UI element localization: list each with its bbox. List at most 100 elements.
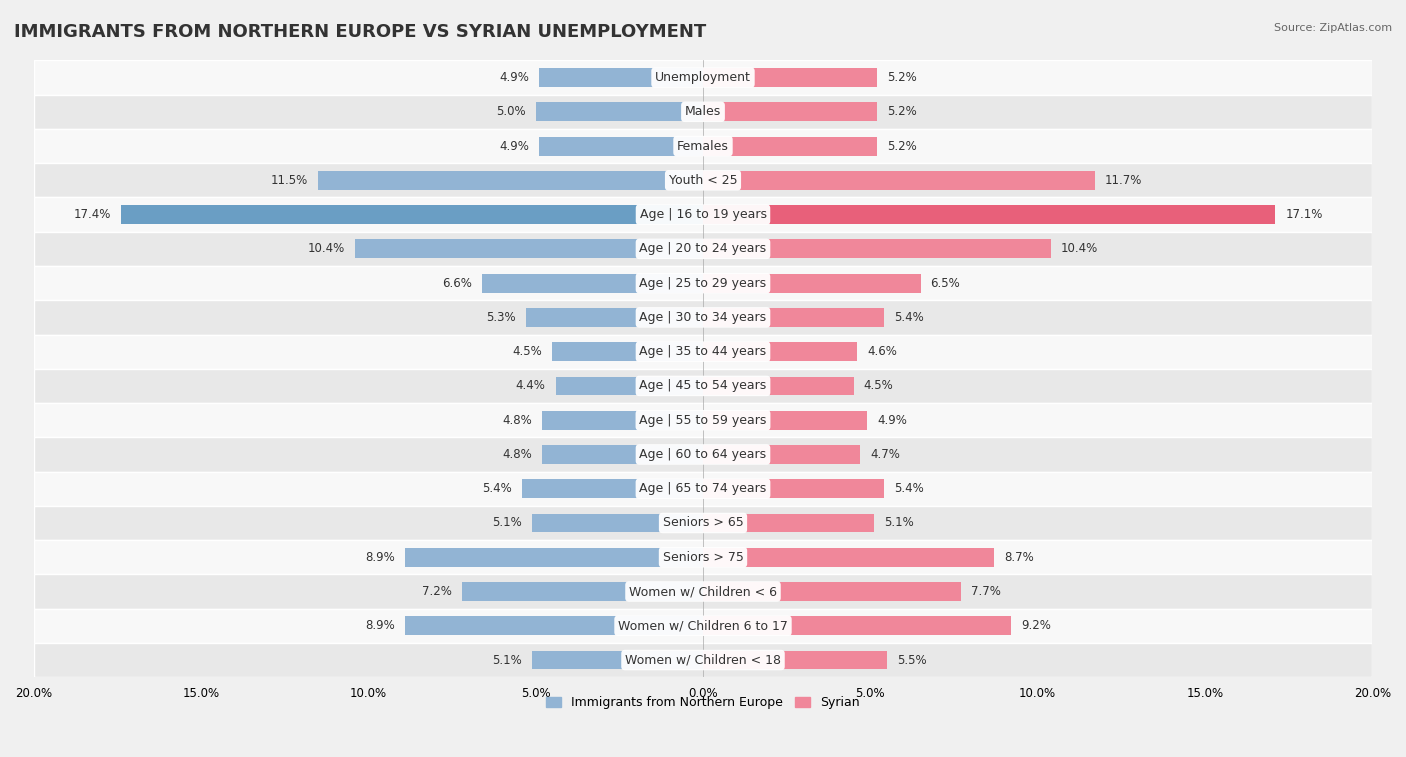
Bar [34,643,1372,678]
Text: Source: ZipAtlas.com: Source: ZipAtlas.com [1274,23,1392,33]
Bar [543,411,703,430]
Bar [34,232,1372,266]
Text: Women w/ Children < 6: Women w/ Children < 6 [628,585,778,598]
Text: 8.7%: 8.7% [1004,551,1033,564]
Bar [34,472,1372,506]
Bar [703,137,877,155]
Text: 4.6%: 4.6% [868,345,897,358]
Bar [34,369,1372,403]
Text: 6.6%: 6.6% [441,276,472,290]
Bar [553,342,703,361]
Bar [533,650,703,669]
Text: 4.9%: 4.9% [877,413,907,427]
Bar [703,68,877,87]
Bar [34,609,1372,643]
Bar [482,274,703,292]
Text: Youth < 25: Youth < 25 [669,174,737,187]
Text: 4.9%: 4.9% [499,139,529,153]
Bar [703,616,1011,635]
Text: 4.8%: 4.8% [502,413,533,427]
Text: 4.7%: 4.7% [870,448,900,461]
Text: 10.4%: 10.4% [1062,242,1098,255]
Text: Age | 20 to 24 years: Age | 20 to 24 years [640,242,766,255]
Bar [703,102,877,121]
Bar [703,582,960,601]
Text: Women w/ Children 6 to 17: Women w/ Children 6 to 17 [619,619,787,632]
Bar [703,411,868,430]
Bar [703,308,884,327]
Text: Age | 65 to 74 years: Age | 65 to 74 years [640,482,766,495]
Text: 4.9%: 4.9% [499,71,529,84]
Bar [405,548,703,567]
Bar [703,205,1275,224]
Text: 5.0%: 5.0% [496,105,526,118]
Bar [34,198,1372,232]
Bar [703,342,858,361]
Text: 17.1%: 17.1% [1285,208,1323,221]
Bar [34,403,1372,438]
Text: 4.5%: 4.5% [513,345,543,358]
Text: Age | 35 to 44 years: Age | 35 to 44 years [640,345,766,358]
Bar [703,548,994,567]
Text: Age | 55 to 59 years: Age | 55 to 59 years [640,413,766,427]
Bar [703,445,860,464]
Bar [463,582,703,601]
Text: Age | 25 to 29 years: Age | 25 to 29 years [640,276,766,290]
Bar [405,616,703,635]
Bar [34,335,1372,369]
Text: 6.5%: 6.5% [931,276,960,290]
Bar [703,274,921,292]
Bar [538,137,703,155]
Text: 5.4%: 5.4% [894,311,924,324]
Text: 5.1%: 5.1% [492,653,522,666]
Bar [318,171,703,190]
Text: 8.9%: 8.9% [366,551,395,564]
Bar [34,506,1372,540]
Text: 4.5%: 4.5% [863,379,893,392]
Text: 9.2%: 9.2% [1021,619,1050,632]
Text: 11.7%: 11.7% [1105,174,1142,187]
Text: Seniors > 65: Seniors > 65 [662,516,744,529]
Text: 5.5%: 5.5% [897,653,927,666]
Text: Seniors > 75: Seniors > 75 [662,551,744,564]
Bar [34,164,1372,198]
Bar [34,540,1372,575]
Text: 8.9%: 8.9% [366,619,395,632]
Bar [354,239,703,258]
Text: 10.4%: 10.4% [308,242,344,255]
Text: Females: Females [678,139,728,153]
Bar [34,266,1372,301]
Text: 4.8%: 4.8% [502,448,533,461]
Bar [555,376,703,395]
Bar [703,479,884,498]
Text: 5.4%: 5.4% [894,482,924,495]
Bar [34,438,1372,472]
Text: 5.4%: 5.4% [482,482,512,495]
Text: 7.2%: 7.2% [422,585,451,598]
Text: Males: Males [685,105,721,118]
Text: 5.3%: 5.3% [486,311,516,324]
Text: Age | 45 to 54 years: Age | 45 to 54 years [640,379,766,392]
Text: 5.2%: 5.2% [887,105,917,118]
Bar [34,301,1372,335]
Text: Women w/ Children < 18: Women w/ Children < 18 [626,653,780,666]
Bar [522,479,703,498]
Bar [34,575,1372,609]
Text: 11.5%: 11.5% [271,174,308,187]
Bar [703,650,887,669]
Bar [703,376,853,395]
Bar [703,513,873,532]
Text: Age | 30 to 34 years: Age | 30 to 34 years [640,311,766,324]
Text: Unemployment: Unemployment [655,71,751,84]
Bar [121,205,703,224]
Bar [533,513,703,532]
Text: Age | 60 to 64 years: Age | 60 to 64 years [640,448,766,461]
Bar [526,308,703,327]
Text: 7.7%: 7.7% [970,585,1001,598]
Bar [34,129,1372,164]
Bar [536,102,703,121]
Text: 17.4%: 17.4% [73,208,111,221]
Legend: Immigrants from Northern Europe, Syrian: Immigrants from Northern Europe, Syrian [541,691,865,714]
Bar [34,61,1372,95]
Text: 5.1%: 5.1% [492,516,522,529]
